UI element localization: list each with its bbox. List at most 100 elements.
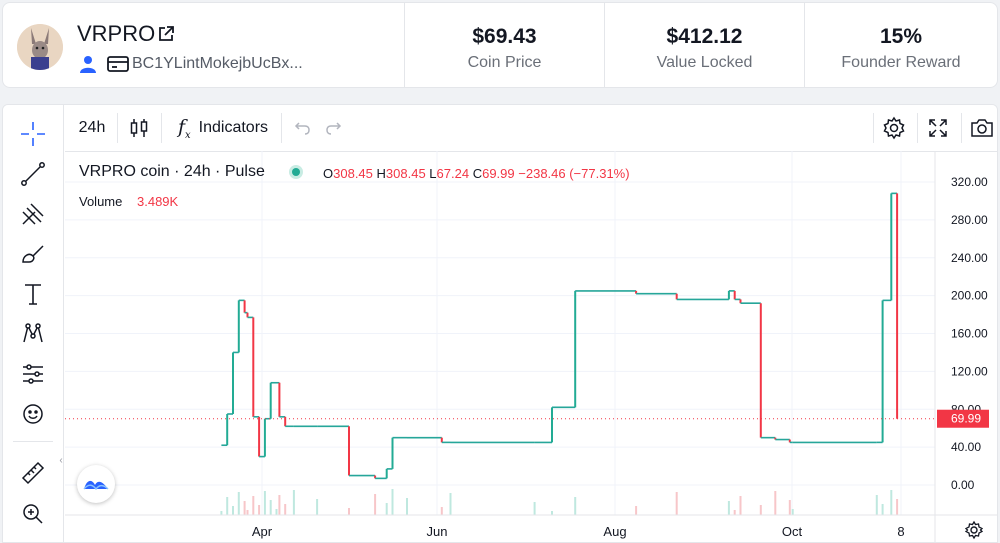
volume-bar	[788, 500, 791, 515]
fullscreen-icon[interactable]	[921, 105, 955, 151]
volume-bar	[374, 494, 377, 515]
stat-label: Coin Price	[467, 54, 542, 71]
volume-bar	[774, 491, 777, 515]
low-label: L	[429, 166, 437, 181]
stat-coin-price: $69.43 Coin Price	[404, 3, 604, 87]
volume-bar	[675, 492, 678, 515]
volume-bar	[243, 501, 246, 515]
x-tick-label: Aug	[603, 524, 626, 539]
fx-icon: fx	[177, 115, 191, 141]
y-tick-label: 280.00	[951, 213, 988, 227]
volume-bar	[263, 491, 266, 515]
drawing-toolbar	[3, 105, 64, 542]
pitchfork-icon[interactable]	[17, 198, 49, 230]
volume-bar	[406, 498, 408, 515]
stat-founder-reward: 15% Founder Reward	[804, 3, 997, 87]
external-link-icon[interactable]	[157, 25, 175, 43]
stat-value-locked: $412.12 Value Locked	[604, 3, 804, 87]
volume-bar	[284, 504, 287, 515]
last-price-badge	[937, 409, 989, 428]
y-tick-label: 40.00	[951, 440, 981, 454]
pattern-icon[interactable]	[17, 318, 49, 350]
volume-bar	[635, 506, 638, 515]
toolbar-divider	[281, 113, 282, 143]
user-icon	[79, 55, 97, 73]
volume-bar	[385, 503, 388, 515]
avatar[interactable]	[17, 24, 63, 70]
volume-bar	[759, 505, 762, 515]
symbol-legend[interactable]: VRPRO coin · 24h · Pulse	[79, 163, 265, 180]
volume-bar	[449, 493, 452, 515]
volume-bar	[881, 504, 884, 515]
change-value: −238.46 (−77.31%)	[518, 166, 630, 181]
volume-bar	[275, 509, 278, 515]
settings-gear-icon[interactable]	[877, 105, 911, 151]
tool-divider	[13, 441, 53, 442]
volume-bar	[574, 497, 577, 515]
stat-value: 15%	[879, 25, 923, 48]
chart-toolbar: 24h fx Indicators	[65, 105, 997, 152]
chart-panel: ‹ 24h fx Indicators	[2, 104, 998, 543]
indicators-label: Indicators	[198, 119, 269, 136]
toolbar-divider	[917, 113, 918, 143]
y-tick-label: 200.00	[951, 289, 988, 303]
measure-range-icon[interactable]	[17, 358, 49, 390]
coin-header: VRPRO BC1YLintMokejbUcBx... $69.43 Coin …	[2, 2, 998, 88]
zoom-icon[interactable]	[17, 498, 49, 530]
volume-bar	[226, 497, 229, 515]
stat-label: Value Locked	[656, 54, 753, 71]
stat-value: $412.12	[666, 25, 743, 48]
axis-settings-gear-icon[interactable]	[964, 520, 984, 540]
indicators-button[interactable]: fx Indicators	[169, 105, 277, 151]
chart-area[interactable]: 0.00 40.00 80.00 120.00 160.00 200.00 240.00 28…	[65, 151, 998, 542]
volume-bar	[292, 490, 295, 515]
low-value: 67.24	[436, 166, 470, 181]
x-tick-label: Oct	[782, 524, 803, 539]
status-dot-icon	[289, 165, 303, 179]
stat-value: $69.43	[472, 25, 537, 48]
volume-bar	[316, 499, 319, 515]
volume-bar	[440, 507, 443, 515]
y-tick-label: 240.00	[951, 251, 988, 265]
open-label: O	[323, 166, 334, 181]
volume-bar	[258, 505, 261, 515]
last-price-label: 69.99	[951, 412, 981, 426]
volume-bar	[220, 511, 223, 515]
toolbar-divider	[117, 113, 118, 143]
toolbar-divider	[873, 113, 874, 143]
close-value: 69.99	[482, 166, 515, 181]
high-label: H	[376, 166, 386, 181]
tradingview-logo-icon[interactable]	[77, 465, 115, 503]
coin-name: VRPRO	[77, 21, 156, 46]
high-value: 308.45	[385, 166, 426, 181]
text-icon[interactable]	[17, 278, 49, 310]
volume-bar	[533, 502, 536, 515]
price-chart[interactable]: 0.0040.0080.00120.00160.00200.00240.0028…	[65, 151, 998, 542]
toolbar-divider	[961, 113, 962, 143]
volume-bar	[278, 495, 281, 515]
redo-icon[interactable]	[321, 105, 347, 151]
volume-bar	[890, 490, 893, 515]
close-label: C	[472, 166, 483, 181]
interval-button[interactable]: 24h	[78, 119, 106, 136]
y-tick-label: 160.00	[951, 327, 988, 341]
volume-bar	[791, 509, 794, 515]
trend-line-icon[interactable]	[17, 158, 49, 190]
candles-icon[interactable]	[123, 105, 155, 151]
toolbar-divider	[161, 113, 162, 143]
volume-bar	[875, 495, 878, 515]
volume-bar	[252, 496, 255, 515]
undo-icon[interactable]	[289, 105, 315, 151]
volume-bar	[269, 500, 272, 515]
volume-bar	[237, 492, 240, 515]
wallet-address[interactable]: BC1YLintMokejbUcBx...	[132, 55, 303, 72]
volume-bar	[551, 511, 553, 515]
wallet-icon	[107, 55, 129, 73]
chevron-left-icon[interactable]: ‹	[59, 455, 63, 466]
ruler-icon[interactable]	[17, 457, 49, 489]
camera-icon[interactable]	[965, 105, 997, 151]
crosshair-icon[interactable]	[17, 118, 49, 150]
emoji-icon[interactable]	[17, 398, 49, 430]
brush-icon[interactable]	[17, 238, 49, 270]
volume-bar	[727, 501, 730, 515]
